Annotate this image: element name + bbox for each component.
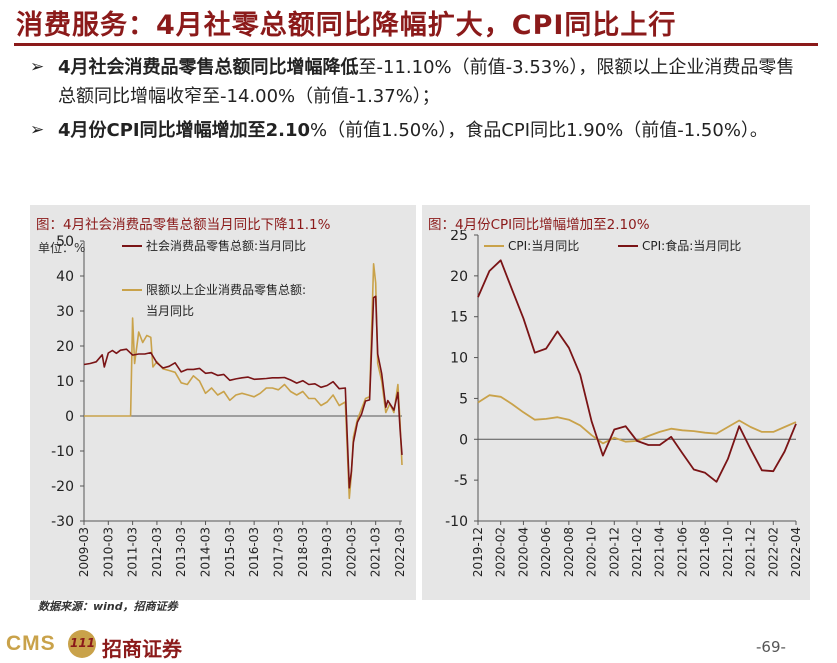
logo-badge-text: 111 — [70, 636, 96, 650]
y-tick-label: 10 — [450, 351, 468, 367]
bullet-text: 4月份CPI同比增幅增加至2.10%（前值1.50%），食品CPI同比1.90%… — [58, 116, 810, 145]
cpi-chart: -10 -5 0 5 10 15 20 25 2019-12 2020-02 2020-04 2020… — [445, 230, 803, 577]
x-tick-label: 2010-03 — [101, 527, 115, 577]
y-tick-label: 15 — [450, 310, 468, 326]
y-tick-label: 0 — [459, 432, 468, 448]
x-tick-label: 2012-03 — [150, 527, 164, 577]
x-tick-label: 2021-03 — [369, 527, 383, 577]
y-tick-label: -10 — [445, 514, 468, 530]
data-source: 数据来源：wind，招商证券 — [38, 600, 178, 613]
y-tick-label: 20 — [450, 269, 468, 285]
x-tick-label: 2019-12 — [471, 527, 485, 577]
x-tick-label: 2020-10 — [585, 527, 599, 577]
x-tick-label: 2020-08 — [562, 527, 576, 577]
bullet-rest: %（前值1.50%），食品CPI同比1.90%（前值-1.50%）。 — [310, 120, 768, 141]
x-tick-label: 2017-03 — [271, 527, 285, 577]
y-tick-label: 50 — [56, 234, 74, 250]
y-tick-label: 10 — [56, 374, 74, 390]
y-tick-label: -5 — [454, 473, 468, 489]
bullet-text: 4月社会消费品零售总额同比增幅降低至-11.10%（前值-3.53%），限额以上… — [58, 53, 810, 111]
arrow-bullet-icon: ➢ — [30, 120, 45, 140]
chart-title-retail: 图：4月社会消费品零售总额当月同比下降11.1% — [36, 217, 331, 233]
logo-cn: 招商证券 — [102, 637, 182, 661]
x-tick-label: 2020-03 — [344, 527, 358, 577]
legend-label: 限额以上企业消费品零售总额: — [146, 282, 306, 297]
y-tick-label: 40 — [56, 269, 74, 285]
x-tick-label: 2018-03 — [296, 527, 310, 577]
y-tick-label: 0 — [65, 409, 74, 425]
y-tick-label: 30 — [56, 304, 74, 320]
chart-panel-cpi — [422, 205, 810, 600]
series-line — [477, 259, 797, 483]
x-tick-label: 2022-02 — [766, 527, 780, 577]
y-tick-label: 25 — [450, 230, 468, 244]
x-tick-label: 2020-06 — [539, 527, 553, 577]
x-tick-label: 2021-06 — [675, 527, 689, 577]
x-tick-label: 2013-03 — [174, 527, 188, 577]
x-tick-label: 2021-08 — [698, 527, 712, 577]
series-line — [477, 394, 797, 445]
chart-panel-retail — [30, 205, 416, 600]
y-tick-label: 20 — [56, 339, 74, 355]
logo-badge-icon — [68, 630, 96, 658]
x-tick-label: 2022-04 — [789, 527, 803, 577]
legend-label: 社会消费品零售总额:当月同比 — [146, 238, 306, 253]
y-tick-label: -30 — [51, 514, 74, 530]
x-tick-label: 2020-02 — [494, 527, 508, 577]
unit-label: 单位：% — [38, 240, 85, 255]
legend-label: CPI:当月同比 — [508, 239, 579, 253]
chart-title-cpi: 图：4月份CPI同比增幅增加至2.10% — [428, 217, 650, 233]
page-number: -69- — [756, 638, 786, 656]
x-tick-label: 2021-04 — [653, 527, 667, 577]
bullet-cpi: ➢ 4月份CPI同比增幅增加至2.10%（前值1.50%），食品CPI同比1.9… — [30, 116, 810, 145]
x-tick-label: 2021-12 — [744, 527, 758, 577]
x-tick-label: 2020-12 — [607, 527, 621, 577]
x-tick-label: 2021-10 — [721, 527, 735, 577]
x-tick-label: 2014-03 — [199, 527, 213, 577]
y-tick-label: -20 — [51, 479, 74, 495]
title-underline — [14, 43, 818, 46]
series-line — [84, 263, 403, 500]
y-tick-label: 5 — [459, 391, 468, 407]
x-tick-label: 2020-04 — [516, 527, 530, 577]
x-tick-label: 2021-02 — [630, 527, 644, 577]
y-tick-label: -10 — [51, 444, 74, 460]
series-line — [83, 295, 403, 489]
x-tick-label: 2015-03 — [223, 527, 237, 577]
x-tick-label: 2011-03 — [126, 527, 140, 577]
x-tick-label: 2019-03 — [320, 527, 334, 577]
legend-label: 当月同比 — [146, 304, 194, 318]
bullet-rest: 至-11.10%（前值-3.53%），限额以上企业消费品零售总额同比增幅收窄至-… — [58, 57, 795, 107]
retail-sales-chart: -30 -20 -10 0 10 20 30 40 50 2009-03 2010-03 2011-0… — [38, 234, 407, 577]
logo-latin: CMS — [6, 632, 56, 655]
x-tick-label: 2022-03 — [393, 527, 407, 577]
arrow-bullet-icon: ➢ — [30, 57, 45, 77]
bullet-bold: 4月社会消费品零售总额同比增幅降低 — [58, 57, 359, 78]
bullet-retail-sales: ➢ 4月社会消费品零售总额同比增幅降低至-11.10%（前值-3.53%），限额… — [30, 53, 810, 111]
page-title: 消费服务：4月社零总额同比降幅扩大，CPI同比上行 — [16, 10, 677, 41]
bullet-bold: 4月份CPI同比增幅增加至2.10 — [58, 120, 311, 141]
cms-logo: CMS 111 招商证券 — [6, 630, 226, 661]
x-tick-label: 2009-03 — [77, 527, 91, 577]
x-tick-label: 2016-03 — [247, 527, 261, 577]
legend-label: CPI:食品:当月同比 — [642, 238, 741, 253]
